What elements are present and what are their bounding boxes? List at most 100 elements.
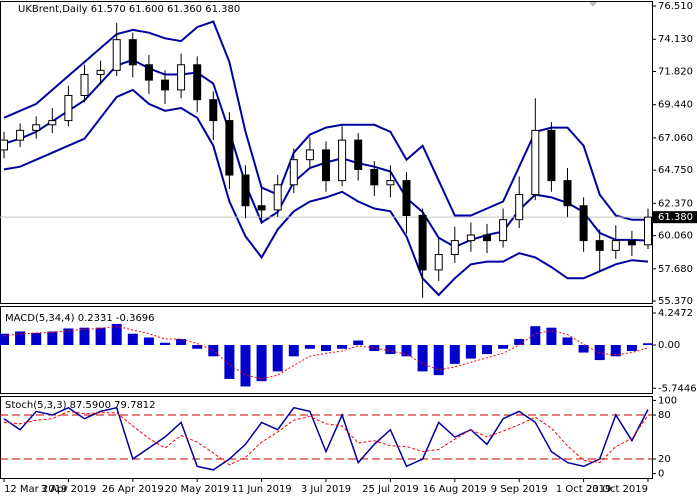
- candle-body: [354, 139, 363, 170]
- candle-body: [177, 64, 186, 91]
- candle-body: [257, 205, 266, 211]
- candle-body: [450, 240, 459, 256]
- candle-body: [225, 120, 234, 176]
- candle-body: [241, 174, 250, 207]
- y-tick-label: 76.510: [658, 1, 693, 12]
- candle-body: [466, 234, 475, 242]
- x-tick-label: 12 Mar 2019: [4, 484, 67, 495]
- macd-bar: [530, 326, 541, 346]
- panel-frame: [0, 1, 653, 304]
- macd-bar: [337, 345, 348, 349]
- candle-body: [96, 69, 105, 76]
- macd-bar: [288, 345, 299, 357]
- macd-bar: [95, 327, 106, 346]
- candle-body: [418, 214, 427, 271]
- y-tick-label: -5.7446: [658, 383, 697, 394]
- candle-body: [48, 120, 57, 126]
- price-label-box: [653, 211, 697, 224]
- x-tick-label: 16 Aug 2019: [423, 484, 487, 495]
- y-tick-label: 0.00: [658, 340, 680, 351]
- stoch-title: Stoch(5,3,3) 87.5900 79.7812: [5, 400, 156, 411]
- y-tick-label: 80: [658, 410, 671, 421]
- macd-bar: [176, 338, 187, 346]
- y-tick-label: 55.370: [658, 296, 693, 307]
- candle-body: [80, 74, 89, 96]
- candle-body: [579, 205, 588, 242]
- macd-bar: [594, 345, 605, 361]
- y-tick-label: 60.060: [658, 231, 693, 242]
- bollinger-band: [3, 88, 649, 297]
- macd-bar: [63, 328, 74, 346]
- candle-body: [627, 240, 636, 246]
- macd-bar: [433, 345, 444, 376]
- macd-bar: [369, 345, 380, 352]
- candle-body: [386, 180, 395, 186]
- candle-body: [611, 240, 620, 251]
- candle-body: [209, 99, 218, 122]
- y-tick-label: 20: [658, 454, 671, 465]
- macd-bar: [272, 345, 283, 372]
- x-tick-label: 9 Sep 2019: [491, 484, 548, 495]
- candle-body: [112, 39, 121, 71]
- candle-body: [322, 149, 330, 182]
- y-tick-label: 67.060: [658, 133, 693, 144]
- candle-body: [531, 129, 540, 196]
- macd-bar: [417, 345, 428, 372]
- candle-body: [273, 184, 282, 211]
- macd-bar: [79, 327, 90, 346]
- macd-bar: [31, 332, 42, 346]
- macd-bar: [15, 331, 26, 346]
- macd-bar: [256, 345, 267, 382]
- candle-body: [128, 39, 137, 66]
- macd-bar: [643, 343, 653, 346]
- y-tick-label: 62.370: [658, 198, 693, 209]
- macd-bar: [626, 345, 637, 352]
- y-tick-label: 4.2472: [658, 308, 693, 319]
- macd-bar: [224, 345, 235, 379]
- candle-body: [483, 234, 491, 242]
- y-tick-label: 100: [658, 395, 677, 406]
- x-tick-label: 26 Apr 2019: [102, 484, 164, 495]
- y-tick-label: 0: [658, 469, 664, 480]
- macd-bar: [240, 345, 251, 387]
- y-tick-label: 64.750: [658, 165, 693, 176]
- y-tick-label: 74.130: [658, 34, 693, 45]
- macd-bar: [143, 337, 154, 346]
- candle-body: [161, 79, 169, 91]
- macd-bar: [546, 327, 557, 346]
- candle-body: [434, 254, 443, 271]
- x-tick-label: 20 May 2019: [165, 484, 230, 495]
- y-tick-label: 69.440: [658, 100, 693, 111]
- candle-body: [32, 124, 41, 131]
- y-tick-label: 71.820: [658, 66, 693, 77]
- macd-bar: [111, 323, 122, 346]
- macd-bar: [160, 342, 170, 346]
- candle-body: [595, 240, 604, 251]
- macd-bar: [401, 345, 412, 357]
- candle-body: [402, 180, 411, 216]
- macd-bar: [482, 345, 492, 355]
- x-tick-label: 1 Oct 2019: [556, 484, 611, 495]
- price-label: 61.380: [658, 212, 693, 223]
- candle-body: [370, 168, 379, 186]
- macd-bar: [385, 345, 396, 355]
- candle-body: [644, 216, 652, 246]
- candle-body: [64, 94, 73, 122]
- macd-title: MACD(5,34,4) 0.2331 -0.3696: [5, 313, 155, 324]
- y-tick-label: 57.680: [658, 264, 693, 275]
- macd-bar: [498, 345, 509, 349]
- macd-bar: [610, 345, 621, 357]
- macd-bar: [514, 338, 525, 346]
- panel-frame: [0, 306, 653, 394]
- candle-body: [193, 64, 202, 101]
- macd-bar: [321, 345, 331, 352]
- chart-title: UKBrent,Daily 61.570 61.600 61.360 61.38…: [18, 4, 240, 15]
- candle-body: [563, 180, 572, 207]
- stoch-main: [3, 406, 649, 471]
- macd-signal: [3, 325, 649, 380]
- x-tick-label: 23 Oct 2019: [586, 484, 648, 495]
- candle-body: [16, 129, 25, 141]
- macd-bar: [192, 345, 203, 349]
